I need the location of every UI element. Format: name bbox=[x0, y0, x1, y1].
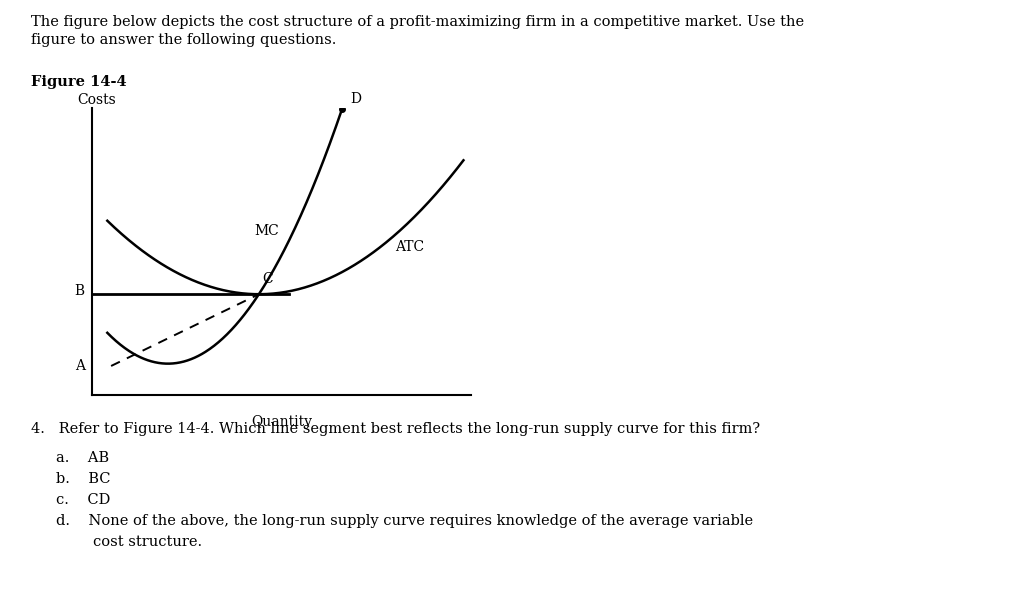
Text: A: A bbox=[75, 359, 85, 373]
Text: B: B bbox=[75, 284, 85, 298]
Text: c.    CD: c. CD bbox=[56, 493, 111, 507]
Text: The figure below depicts the cost structure of a profit-maximizing firm in a com: The figure below depicts the cost struct… bbox=[31, 15, 804, 29]
Text: D: D bbox=[350, 91, 360, 106]
Text: b.    BC: b. BC bbox=[56, 472, 111, 486]
Text: MC: MC bbox=[254, 224, 279, 238]
Text: cost structure.: cost structure. bbox=[56, 535, 203, 549]
Text: C: C bbox=[262, 271, 273, 286]
Text: Quantity: Quantity bbox=[251, 415, 312, 429]
Text: ATC: ATC bbox=[395, 240, 424, 254]
Text: a.    AB: a. AB bbox=[56, 451, 110, 465]
Text: 4.   Refer to Figure 14-4. Which line segment best reflects the long-run supply : 4. Refer to Figure 14-4. Which line segm… bbox=[31, 422, 760, 435]
Text: Figure 14-4: Figure 14-4 bbox=[31, 75, 126, 89]
Text: figure to answer the following questions.: figure to answer the following questions… bbox=[31, 33, 336, 47]
Text: d.    None of the above, the long-run supply curve requires knowledge of the ave: d. None of the above, the long-run suppl… bbox=[56, 514, 754, 528]
Text: Costs: Costs bbox=[77, 93, 116, 106]
